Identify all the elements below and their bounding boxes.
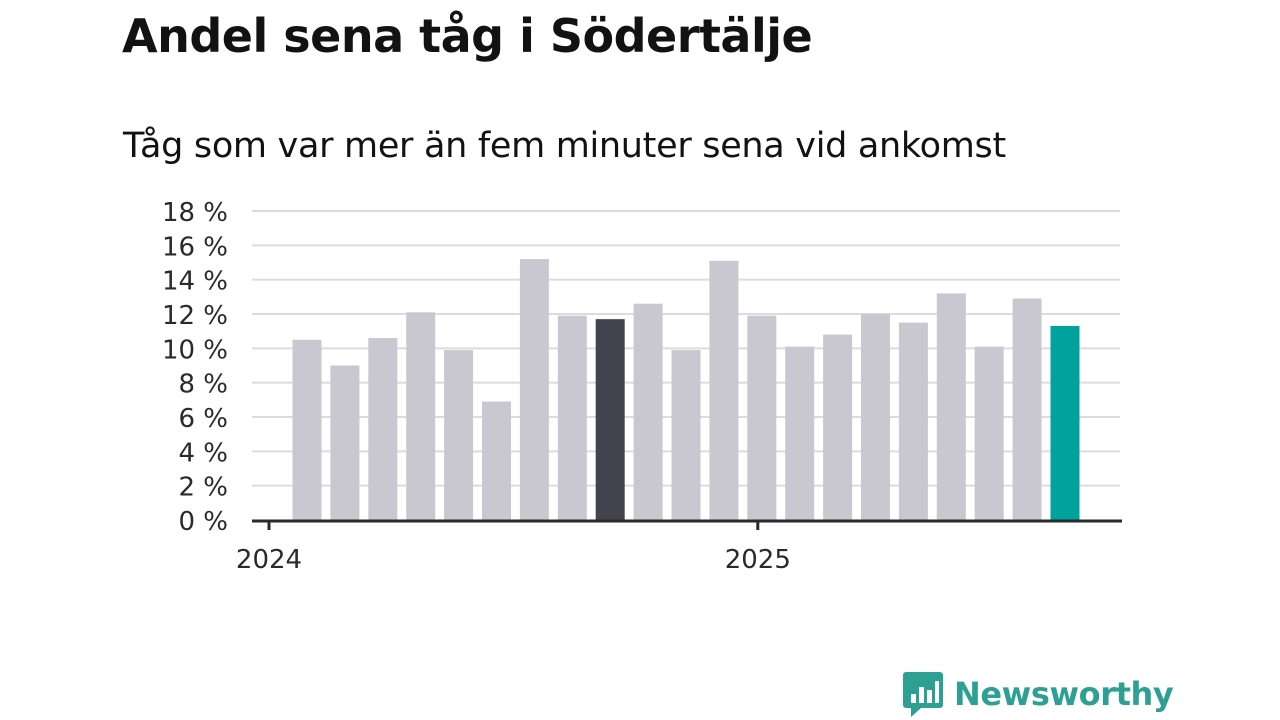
bars xyxy=(292,259,1080,520)
bar xyxy=(898,322,928,520)
y-tick-label: 16 % xyxy=(162,232,228,262)
bar xyxy=(595,319,625,520)
bar xyxy=(671,350,701,520)
x-tick-label: 2025 xyxy=(725,545,791,575)
bar xyxy=(519,259,549,520)
bar xyxy=(557,315,587,520)
x-tick-label: 2024 xyxy=(236,545,302,575)
bar xyxy=(633,303,663,520)
bar xyxy=(330,365,360,520)
newsworthy-logo: Newsworthy xyxy=(902,670,1174,718)
bar xyxy=(974,346,1004,520)
y-tick-label: 0 % xyxy=(178,507,228,537)
y-tick-label: 18 % xyxy=(162,198,228,228)
bar xyxy=(936,293,966,520)
y-tick-label: 12 % xyxy=(162,301,228,331)
bar xyxy=(861,314,890,520)
newsworthy-logo-icon xyxy=(903,672,943,717)
y-tick-label: 4 % xyxy=(178,438,228,468)
y-tick-label: 2 % xyxy=(178,473,228,503)
y-tick-label: 6 % xyxy=(178,404,228,434)
bar xyxy=(1012,298,1042,520)
bar xyxy=(406,312,436,520)
bar xyxy=(482,401,511,520)
bar xyxy=(368,338,398,520)
bar xyxy=(709,260,739,520)
y-tick-label: 10 % xyxy=(162,335,228,365)
bar xyxy=(747,315,777,520)
y-axis-tick-labels: 0 % 2 % 4 % 6 % 8 % 10 % 12 % 14 % 16 % 18 % xyxy=(162,198,228,537)
bar xyxy=(444,350,474,520)
bar xyxy=(292,339,322,520)
chart-title: Andel sena tåg i Södertälje xyxy=(122,9,813,63)
bar xyxy=(823,334,853,520)
y-tick-label: 8 % xyxy=(178,370,228,400)
bar-chart: 0 % 2 % 4 % 6 % 8 % 10 % 12 % 14 % 16 % 18 % 2024… xyxy=(162,198,1122,575)
chart-subtitle: Tåg som var mer än fem minuter sena vid … xyxy=(123,126,1006,166)
bar xyxy=(1050,326,1080,520)
y-tick-label: 14 % xyxy=(162,267,228,297)
x-axis: 2024 2025 xyxy=(236,519,1122,575)
newsworthy-logo-text: Newsworthy xyxy=(954,675,1174,713)
bar xyxy=(785,346,815,520)
